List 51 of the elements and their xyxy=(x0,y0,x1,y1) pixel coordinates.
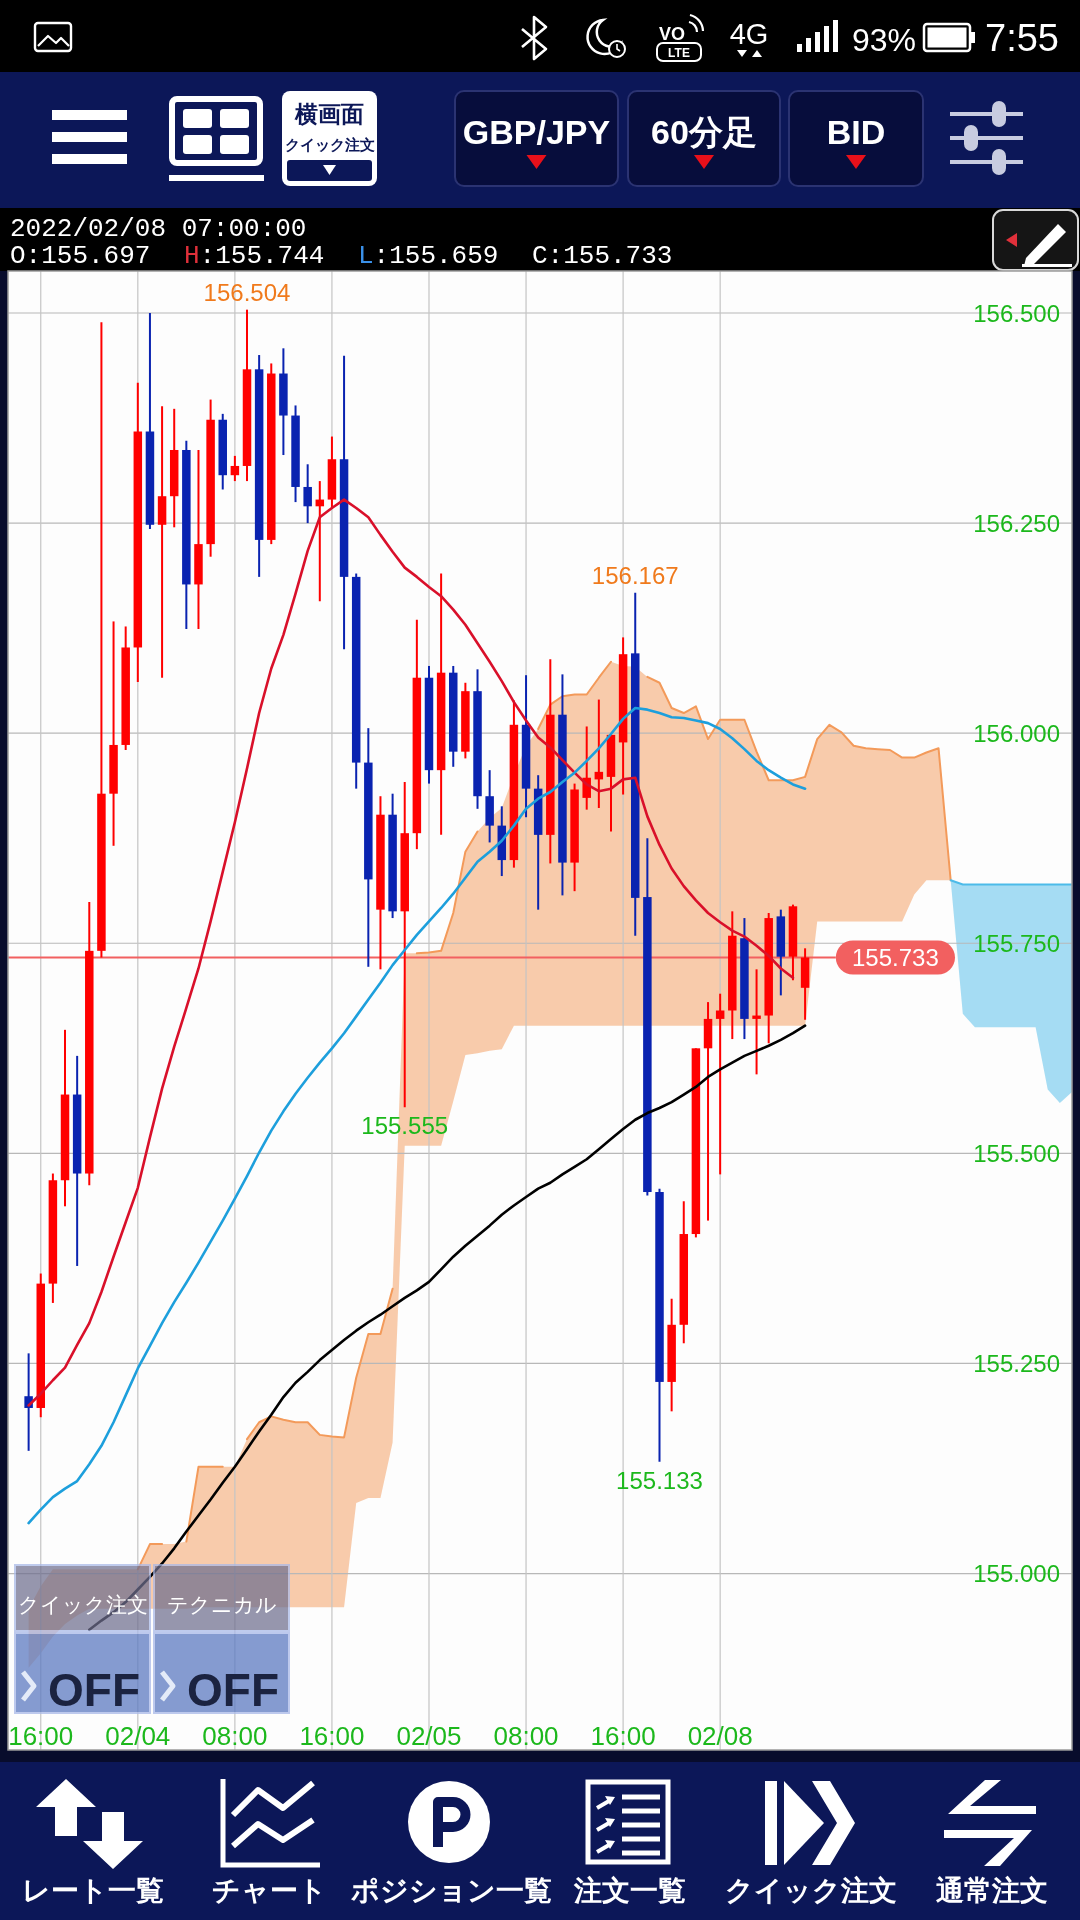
text: 93% xyxy=(851,22,917,58)
text: 横画面 xyxy=(294,101,364,127)
x-tick-label: 16:00 xyxy=(8,1721,74,1751)
x-tick-label: 16:00 xyxy=(590,1721,656,1751)
text: C:155.733 xyxy=(532,241,673,271)
ref-line-label: 155.733 xyxy=(852,944,939,972)
x-tick-label: 08:00 xyxy=(493,1721,559,1751)
text: H:155.744 xyxy=(184,241,325,271)
text: 通常注文 xyxy=(936,1875,1048,1906)
x-tick-label: 02/08 xyxy=(687,1721,753,1751)
text: ポジション一覧 xyxy=(350,1875,552,1906)
annotation: テクニカル xyxy=(166,1593,277,1616)
text: BID xyxy=(826,113,886,151)
text: レート一覧 xyxy=(22,1875,164,1906)
text: 60分足 xyxy=(651,113,757,151)
y-tick-label: 156.000 xyxy=(973,719,1060,747)
y-tick-label: 156.500 xyxy=(973,299,1060,327)
text: 4G xyxy=(729,18,769,50)
x-tick-label: 16:00 xyxy=(299,1721,365,1751)
candlestick xyxy=(24,1352,33,1452)
text: O:155.697 xyxy=(10,241,151,271)
x-tick-label: 08:00 xyxy=(202,1721,268,1751)
annotation: 156.504 xyxy=(203,278,291,306)
candlestick xyxy=(752,968,761,1076)
annotation: 155.555 xyxy=(361,1112,449,1140)
y-tick-label: 155.000 xyxy=(973,1560,1060,1588)
y-tick-label: 155.250 xyxy=(973,1349,1060,1377)
annotation: 155.133 xyxy=(616,1466,703,1494)
text: VO xyxy=(658,24,686,44)
text: 注文一覧 xyxy=(573,1875,686,1906)
y-tick-label: 155.500 xyxy=(973,1139,1060,1167)
candlestick xyxy=(715,992,725,1176)
candlestick xyxy=(157,405,167,679)
text: L:155.659 xyxy=(358,241,499,271)
annotation: OFF xyxy=(187,1664,279,1716)
line-series xyxy=(27,706,807,1525)
y-tick-label: 155.750 xyxy=(973,929,1060,957)
candlestick xyxy=(303,463,312,525)
text: 7:55 xyxy=(985,17,1059,59)
annotation: OFF xyxy=(48,1664,140,1716)
candlestick xyxy=(230,454,240,483)
text: 2022/02/08 07:00:00 xyxy=(10,214,307,244)
text: クイック注文 xyxy=(725,1875,897,1906)
x-tick-label: 02/05 xyxy=(396,1721,462,1751)
text: GBP/JPY xyxy=(462,113,611,151)
annotation: 156.167 xyxy=(591,561,679,589)
x-tick-label: 02/04 xyxy=(105,1721,171,1751)
text: チャート xyxy=(211,1875,327,1906)
text: クイック注文 xyxy=(284,136,375,153)
y-tick-label: 156.250 xyxy=(973,509,1060,537)
text: LTE xyxy=(668,46,690,60)
